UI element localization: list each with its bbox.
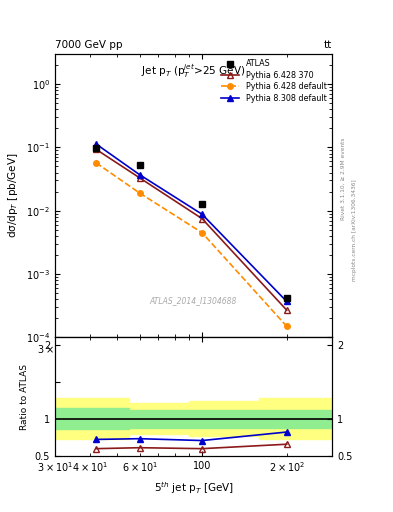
Text: Rivet 3.1.10, ≥ 2.9M events: Rivet 3.1.10, ≥ 2.9M events bbox=[341, 138, 346, 221]
Pythia 6.428 default bbox=[94, 160, 99, 166]
Line: Pythia 6.428 default: Pythia 6.428 default bbox=[93, 160, 290, 329]
Pythia 6.428 default bbox=[200, 230, 204, 236]
Line: Pythia 8.308 default: Pythia 8.308 default bbox=[93, 141, 290, 305]
Pythia 6.428 default bbox=[137, 190, 142, 196]
ATLAS bbox=[137, 162, 142, 168]
Text: tt: tt bbox=[324, 40, 332, 50]
ATLAS bbox=[285, 295, 289, 301]
ATLAS bbox=[94, 145, 99, 151]
Text: 7000 GeV pp: 7000 GeV pp bbox=[55, 40, 123, 50]
Pythia 8.308 default bbox=[285, 298, 289, 305]
Pythia 8.308 default bbox=[94, 141, 99, 147]
Text: Jet p$_T$ (p$_T^{jet}$>25 GeV): Jet p$_T$ (p$_T^{jet}$>25 GeV) bbox=[141, 62, 246, 80]
Pythia 6.428 370 bbox=[94, 146, 99, 153]
Pythia 6.428 default bbox=[285, 323, 289, 329]
Pythia 6.428 370 bbox=[137, 175, 142, 181]
Legend: ATLAS, Pythia 6.428 370, Pythia 6.428 default, Pythia 8.308 default: ATLAS, Pythia 6.428 370, Pythia 6.428 de… bbox=[220, 58, 328, 104]
ATLAS bbox=[200, 200, 204, 206]
Line: Pythia 6.428 370: Pythia 6.428 370 bbox=[93, 146, 290, 313]
Text: ATLAS_2014_I1304688: ATLAS_2014_I1304688 bbox=[150, 296, 237, 305]
Pythia 6.428 370 bbox=[285, 307, 289, 313]
X-axis label: 5$^{th}$ jet p$_T$ [GeV]: 5$^{th}$ jet p$_T$ [GeV] bbox=[154, 480, 233, 496]
Y-axis label: dσ/dp$_T$ [pb/GeV]: dσ/dp$_T$ [pb/GeV] bbox=[6, 153, 20, 238]
Pythia 6.428 370 bbox=[200, 216, 204, 222]
Pythia 8.308 default bbox=[137, 172, 142, 178]
Y-axis label: Ratio to ATLAS: Ratio to ATLAS bbox=[20, 364, 29, 430]
Text: mcplots.cern.ch [arXiv:1306.3436]: mcplots.cern.ch [arXiv:1306.3436] bbox=[352, 180, 357, 281]
Pythia 8.308 default bbox=[200, 211, 204, 217]
Line: ATLAS: ATLAS bbox=[93, 144, 290, 302]
